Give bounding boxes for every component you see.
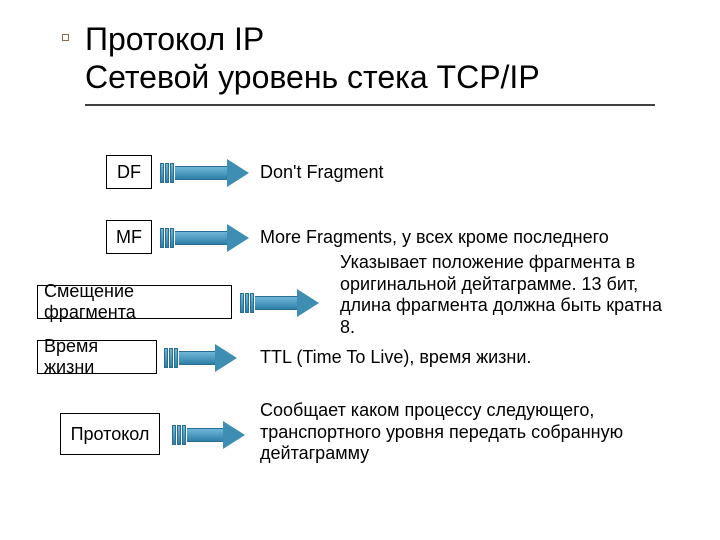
desc-df: Don't Fragment [260, 162, 384, 184]
box-mf-label: MF [116, 227, 142, 248]
desc-ttl: TTL (Time To Live), время жизни. [260, 347, 680, 369]
box-proto: Протокол [60, 413, 160, 455]
title-line-1: Протокол IP [85, 21, 264, 57]
arrow-proto [172, 421, 245, 449]
bullet-icon [62, 34, 69, 41]
arrow-df [160, 159, 249, 187]
title-underline [85, 104, 655, 106]
box-ttl: Время жизни [37, 340, 157, 374]
box-ttl-label: Время жизни [44, 336, 150, 378]
box-df-label: DF [117, 162, 141, 183]
arrow-ttl [164, 344, 237, 372]
box-offset-label: Смещение фрагмента [44, 281, 225, 323]
title-line-2: Сетевой уровень стека TCP/IP [85, 59, 540, 95]
desc-mf: More Fragments, у всех кроме последнего [260, 227, 690, 249]
box-df: DF [106, 155, 152, 189]
box-proto-label: Протокол [71, 424, 150, 445]
arrow-offset [240, 289, 319, 317]
box-offset: Смещение фрагмента [37, 285, 232, 319]
desc-proto: Сообщает каком процессу следующего, тран… [260, 400, 660, 465]
box-mf: MF [106, 220, 152, 254]
arrow-mf [160, 224, 249, 252]
slide-title: Протокол IP Сетевой уровень стека TCP/IP [85, 20, 540, 97]
desc-offset: Указывает положение фрагмента в оригинал… [340, 252, 670, 338]
